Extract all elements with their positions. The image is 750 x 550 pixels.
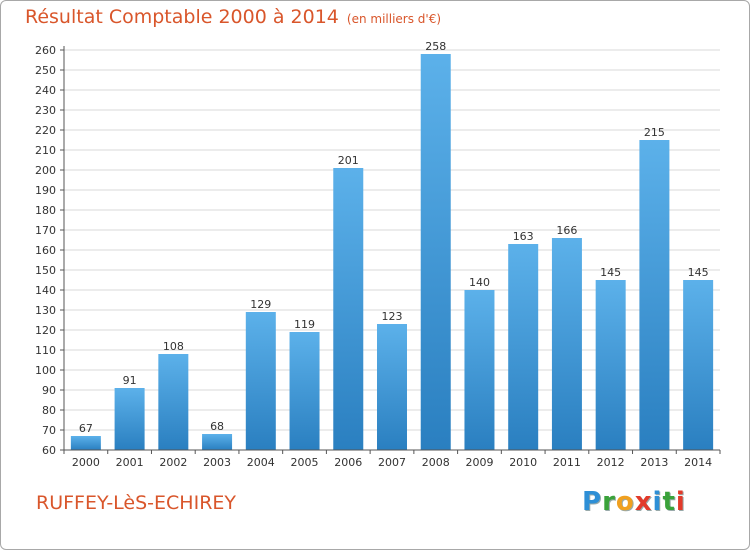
x-axis-ticks: 2000 2001 2002 2003 2004 2005 2006 2007 2008 2009…	[63, 450, 721, 469]
data-labels: 67 91 108 68 129 119 201 123 258 140 163 166 145 215 1…	[79, 40, 709, 435]
y-tick-label: 250	[35, 64, 56, 77]
logo-letter: o	[615, 487, 635, 517]
x-tick-label-2001: 2001	[116, 456, 144, 469]
bar-2001	[114, 388, 145, 450]
data-label-2001: 91	[123, 374, 137, 387]
bar-2002	[158, 354, 189, 450]
y-tick-label: 120	[35, 324, 56, 337]
data-label-2014: 145	[688, 266, 709, 279]
y-tick-label: 130	[35, 304, 56, 317]
logo-letter: t	[662, 487, 676, 517]
data-label-2005: 119	[294, 318, 315, 331]
bar-2007	[377, 324, 407, 450]
x-tick-label-2004: 2004	[247, 456, 275, 469]
data-label-2002: 108	[163, 340, 184, 353]
x-tick-label-2013: 2013	[640, 456, 668, 469]
y-tick-label: 80	[42, 404, 56, 417]
y-tick-label: 190	[35, 184, 56, 197]
y-tick-label: 140	[35, 284, 56, 297]
y-tick-label: 210	[35, 144, 56, 157]
y-tick-label: 170	[35, 224, 56, 237]
data-label-2009: 140	[469, 276, 490, 289]
bars	[70, 54, 714, 450]
chart-unit: (en milliers d'€)	[346, 12, 442, 26]
y-tick-label: 180	[35, 204, 56, 217]
logo-letter: i	[675, 487, 686, 517]
y-tick-label: 70	[42, 424, 56, 437]
axes	[63, 46, 720, 451]
x-tick-label-2012: 2012	[597, 456, 625, 469]
data-label-2003: 68	[210, 420, 224, 433]
y-tick-label: 110	[35, 344, 56, 357]
data-label-2004: 129	[250, 298, 271, 311]
proxiti-logo: Proxiti	[582, 487, 686, 517]
x-tick-label-2014: 2014	[684, 456, 712, 469]
y-tick-label: 160	[35, 244, 56, 257]
y-tick-label: 100	[35, 364, 56, 377]
data-label-2007: 123	[382, 310, 403, 323]
bar-2004	[245, 312, 276, 450]
bar-2011	[551, 238, 582, 450]
x-tick-label-2007: 2007	[378, 456, 406, 469]
data-label-2012: 145	[600, 266, 621, 279]
data-label-2008: 258	[425, 40, 446, 53]
chart-title: Résultat Comptable 2000 à 2014 (en millie…	[25, 6, 441, 28]
bar-2012	[595, 280, 626, 450]
y-tick-label: 240	[35, 84, 56, 97]
x-tick-label-2008: 2008	[422, 456, 450, 469]
x-tick-label-2011: 2011	[553, 456, 581, 469]
x-tick-label-2010: 2010	[509, 456, 537, 469]
bar-2013	[639, 140, 670, 450]
bar-2006	[333, 168, 364, 450]
x-tick-label-2000: 2000	[72, 456, 100, 469]
y-tick-label: 220	[35, 124, 56, 137]
bar-2003	[202, 434, 233, 450]
x-tick-label-2006: 2006	[334, 456, 362, 469]
bar-2000	[70, 436, 101, 450]
y-tick-label: 230	[35, 104, 56, 117]
data-label-2000: 67	[79, 422, 93, 435]
x-tick-label-2002: 2002	[159, 456, 187, 469]
chart-title-text: Résultat Comptable 2000 à 2014	[25, 6, 339, 28]
y-tick-label: 60	[42, 444, 56, 457]
x-tick-label-2003: 2003	[203, 456, 231, 469]
bar-2014	[683, 280, 714, 450]
y-axis-ticks: 60 70 80 90 100 110 120 130 140 150 160 170 180 190 20…	[35, 44, 64, 457]
data-label-2011: 166	[556, 224, 577, 237]
bar-2010	[508, 244, 539, 450]
logo-letter: i	[652, 487, 663, 517]
logo-letter: r	[602, 487, 616, 517]
bar-2008	[420, 54, 451, 450]
y-tick-label: 150	[35, 264, 56, 277]
y-tick-label: 260	[35, 44, 56, 57]
bar-2005	[289, 332, 320, 450]
data-label-2010: 163	[513, 230, 534, 243]
logo-letter: P	[582, 487, 603, 517]
data-label-2013: 215	[644, 126, 665, 139]
y-tick-label: 90	[42, 384, 56, 397]
y-tick-label: 200	[35, 164, 56, 177]
x-tick-label-2005: 2005	[291, 456, 319, 469]
data-label-2006: 201	[338, 154, 359, 167]
x-tick-label-2009: 2009	[465, 456, 493, 469]
bar-2009	[464, 290, 495, 450]
logo-letter: x	[634, 487, 653, 517]
commune-name: RUFFEY-LèS-ECHIREY	[36, 492, 237, 514]
